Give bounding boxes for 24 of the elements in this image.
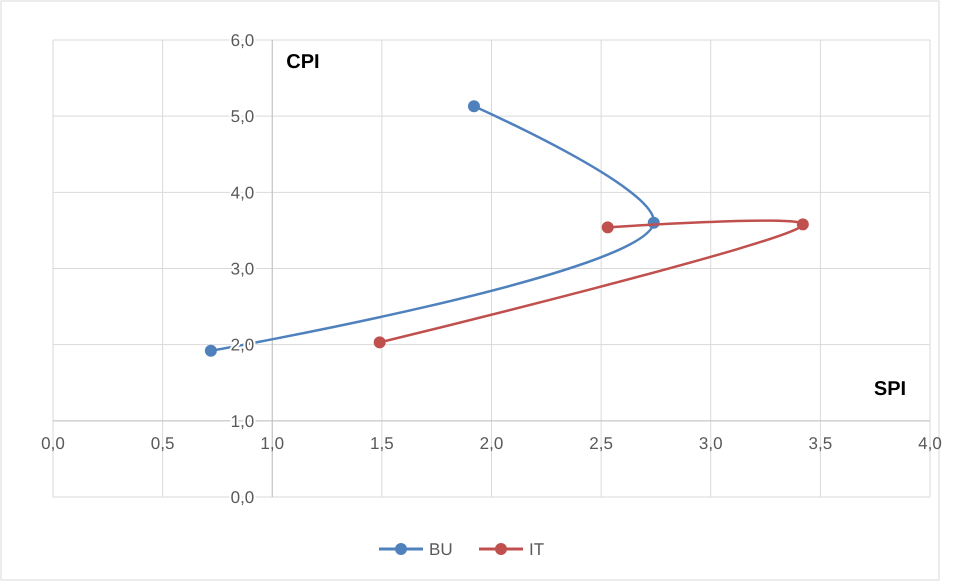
point	[468, 100, 480, 112]
x-tick-label: 4,0	[918, 434, 942, 453]
x-axis-title: SPI	[874, 378, 906, 400]
y-tick-label: 4,0	[230, 183, 254, 202]
y-tick-label: 5,0	[230, 107, 254, 126]
x-tick-label: 0,0	[41, 434, 65, 453]
y-axis-title: CPI	[286, 51, 320, 73]
legend-label: BU	[429, 540, 453, 559]
x-tick-label: 0,5	[150, 434, 174, 453]
x-tick-label: 1,5	[370, 434, 394, 453]
y-tick-label: 1,0	[230, 412, 254, 431]
x-tick-label: 3,0	[698, 434, 723, 453]
point	[204, 344, 217, 357]
x-tick-label: 1,0	[260, 434, 284, 453]
point	[374, 336, 386, 348]
x-tick-label: 3,5	[808, 434, 832, 453]
point	[796, 218, 809, 230]
legend-label: IT	[529, 540, 544, 559]
y-tick-label: 6,0	[230, 31, 254, 50]
x-tick-label: 2,0	[480, 434, 504, 453]
y-tick-label: 0,0	[230, 488, 254, 507]
y-tick-label: 3,0	[230, 260, 254, 278]
point	[602, 221, 614, 234]
x-tick-label: 2,5	[589, 434, 613, 453]
